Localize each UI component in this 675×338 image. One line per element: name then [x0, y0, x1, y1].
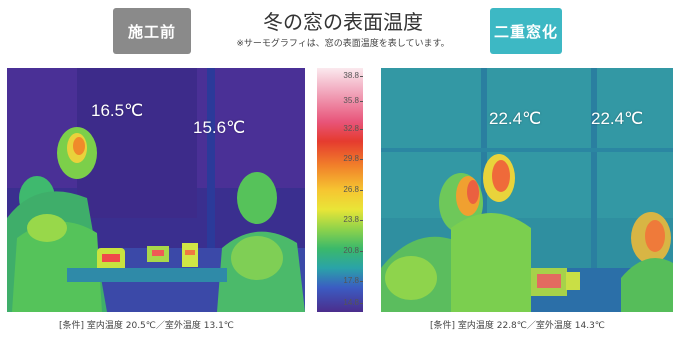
thermal-image-before: 16.5℃ 15.6℃ [7, 68, 305, 312]
scale-tick: 20.8 [343, 246, 363, 255]
thermal-image-after-graphic [381, 68, 673, 312]
condition-after: [条件] 室内温度 22.8℃／室外温度 14.3℃ [430, 321, 605, 331]
scale-tick: 29.8 [343, 154, 363, 163]
page-subtitle: ※サーモグラフィは、窓の表面温度を表しています。 [236, 39, 450, 49]
window-temp-after-1: 22.4℃ [489, 109, 542, 128]
before-badge: 施工前 [113, 8, 191, 54]
thermal-image-before-graphic [7, 68, 305, 312]
scale-tick: 32.8 [343, 124, 363, 133]
scale-tick: 14.8 [343, 298, 363, 307]
scale-tick: 26.8 [343, 185, 363, 194]
scale-tick: 38.8 [343, 71, 363, 80]
window-temp-after-2: 22.4℃ [591, 109, 644, 128]
scale-tick: 23.8 [343, 215, 363, 224]
temperature-scale: 38.8 35.8 32.8 29.8 26.8 23.8 20.8 17.8 … [317, 68, 363, 312]
scale-tick: 35.8 [343, 96, 363, 105]
thermal-image-after: 22.4℃ 22.4℃ [381, 68, 673, 312]
scale-tick: 17.8 [343, 276, 363, 285]
after-badge: 二重窓化 [490, 8, 562, 54]
window-temp-before-2: 15.6℃ [193, 118, 246, 137]
window-temp-before-1: 16.5℃ [91, 101, 144, 120]
page-title: 冬の窓の表面温度 [263, 10, 423, 34]
condition-before: [条件] 室内温度 20.5℃／室外温度 13.1℃ [59, 321, 234, 331]
